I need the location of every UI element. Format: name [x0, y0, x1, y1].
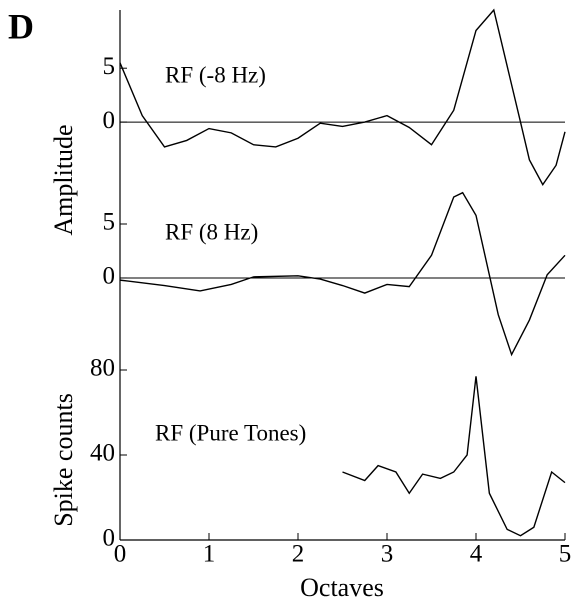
y-tick-label: 40: [90, 440, 115, 467]
y-axis-label: Amplitude: [49, 124, 78, 235]
x-tick-label: 1: [203, 541, 216, 568]
line: [119, 8, 566, 186]
y-tick-label: 0: [103, 107, 116, 134]
y-axis-label: Spike counts: [49, 393, 78, 527]
x-tick-label: 2: [292, 541, 305, 568]
x-tick-label: 5: [559, 541, 572, 568]
x-tick-label: 4: [470, 541, 483, 568]
y-tick-label: 0: [103, 525, 116, 552]
x-tick-label: 3: [381, 541, 394, 568]
y-tick-label: 5: [103, 209, 116, 236]
panel-label: D: [8, 6, 34, 46]
line: [119, 191, 566, 357]
y-tick-label: 5: [103, 53, 116, 80]
y-tick-label: 0: [103, 263, 116, 290]
y-tick-label: 80: [90, 355, 115, 382]
annotation: RF (8 Hz): [165, 219, 258, 244]
line: [342, 376, 566, 537]
annotation: RF (Pure Tones): [155, 420, 306, 445]
x-tick-label: 0: [114, 541, 127, 568]
x-axis-label: Octaves: [300, 573, 384, 602]
annotation: RF (-8 Hz): [165, 62, 266, 87]
